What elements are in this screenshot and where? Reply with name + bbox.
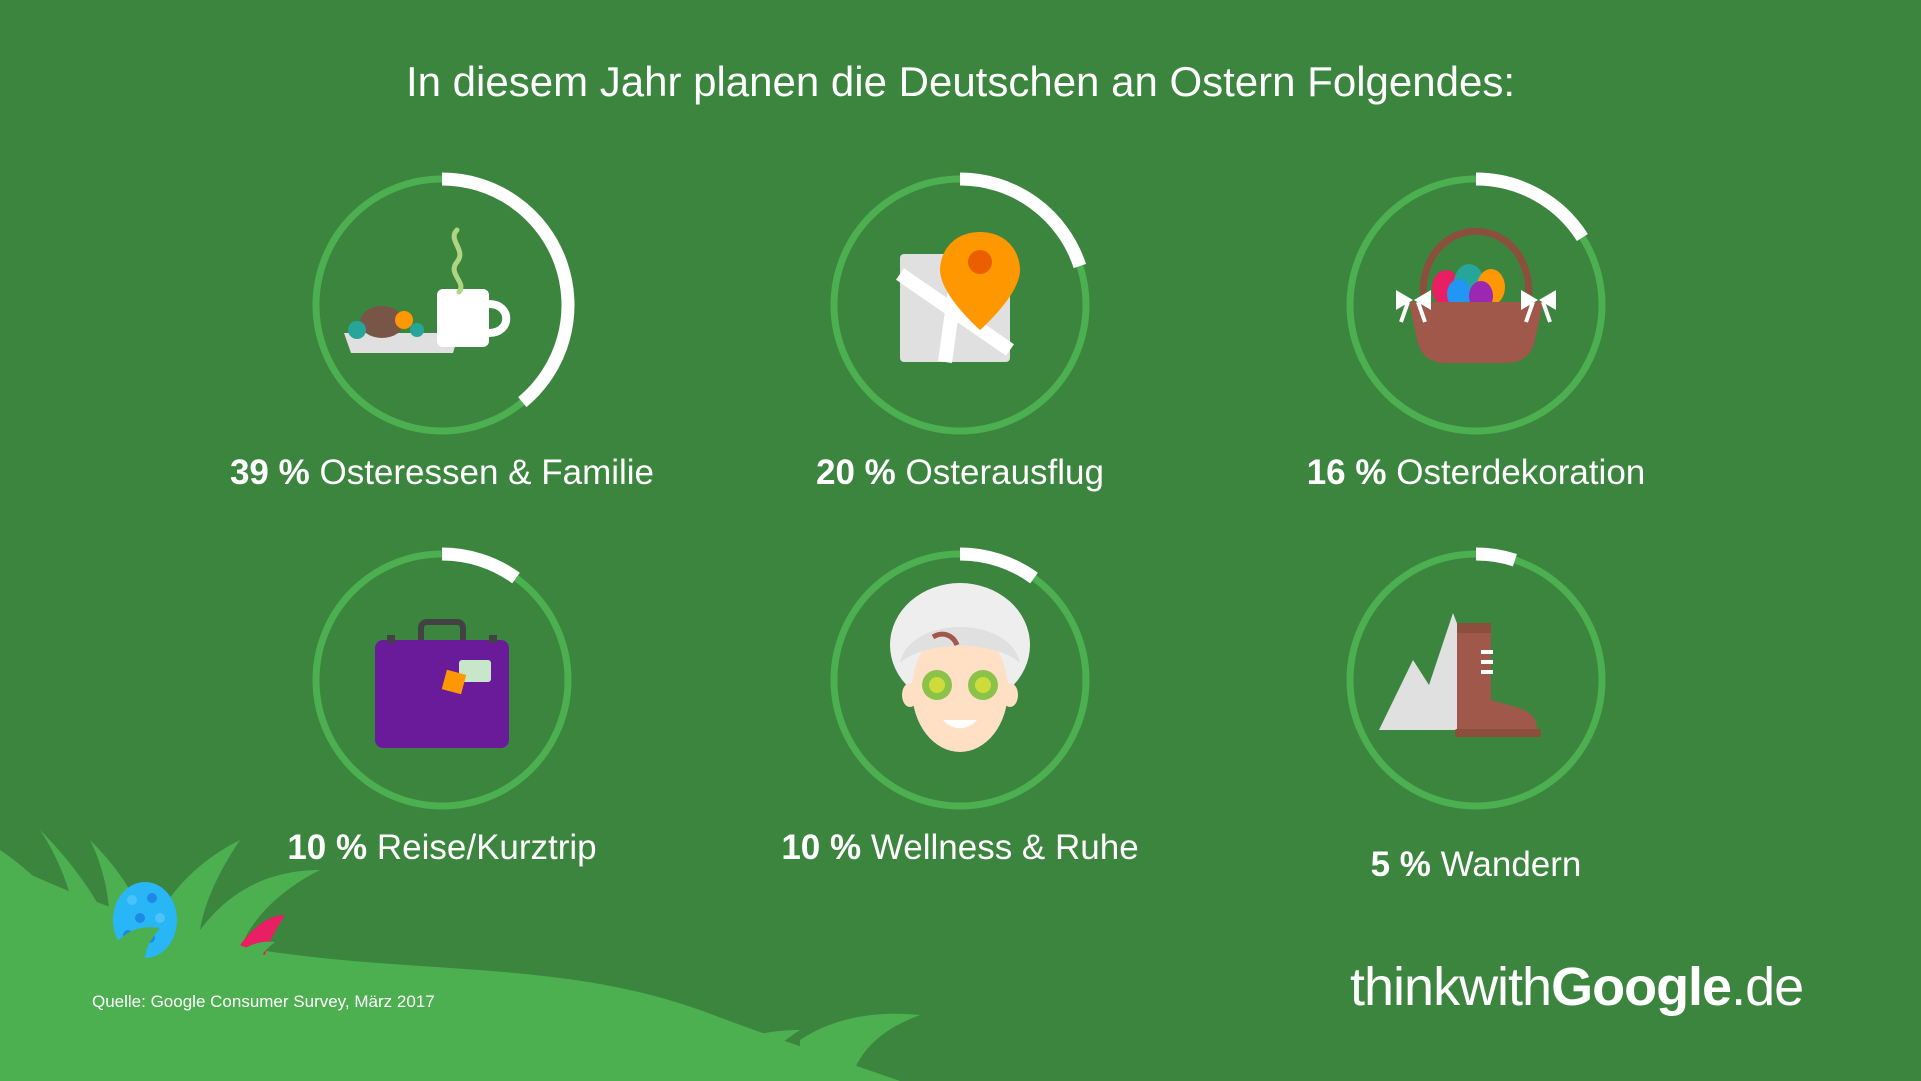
breakfast-coffee-icon	[344, 227, 511, 353]
item-label: 10 % Reise/Kurztrip	[142, 828, 742, 868]
value-label: 39 %	[229, 453, 310, 492]
item-label: 10 % Wellness & Ruhe	[660, 828, 1260, 868]
item-label: 20 % Osterausflug	[660, 453, 1260, 493]
map-pin-icon	[896, 232, 1020, 363]
value-label: 5 %	[1370, 845, 1431, 884]
item-label: 39 % Osteressen & Familie	[142, 453, 742, 493]
value-label: 10 %	[781, 828, 862, 867]
item-label: 16 % Osterdekoration	[1176, 453, 1776, 493]
chart-title: In diesem Jahr planen die Deutschen an O…	[405, 58, 1515, 105]
spa-face-icon	[890, 583, 1030, 752]
category-label: Osterausflug	[905, 453, 1104, 492]
category-label: Osterdekoration	[1396, 453, 1646, 492]
donut-value-arc	[1475, 547, 1517, 567]
easter-basket-icon	[1396, 227, 1556, 363]
source-note: Quelle: Google Consumer Survey, März 201…	[92, 992, 435, 1011]
logo: thinkwithGoogle.de	[1350, 956, 1804, 1018]
donut-value-arc	[959, 547, 1038, 584]
donut-value-arc	[441, 172, 575, 408]
donut-value-arc	[441, 547, 520, 584]
value-label: 10 %	[287, 828, 368, 867]
donut-value-arc	[959, 172, 1087, 269]
suitcase-icon	[375, 619, 509, 748]
hiking-boot-icon	[1379, 613, 1541, 737]
logo-part-3: .de	[1731, 957, 1804, 1017]
value-label: 20 %	[816, 453, 896, 492]
logo-part-2: Google	[1551, 957, 1732, 1017]
category-label: Osteressen & Familie	[319, 453, 655, 492]
category-label: Wandern	[1440, 845, 1582, 884]
value-label: 16 %	[1306, 453, 1387, 492]
category-label: Wellness & Ruhe	[870, 828, 1139, 867]
item-label: 5 % Wandern	[1176, 845, 1776, 885]
logo-part-1: thinkwith	[1350, 957, 1552, 1017]
donut-value-arc	[1475, 172, 1588, 242]
category-label: Reise/Kurztrip	[376, 828, 597, 867]
